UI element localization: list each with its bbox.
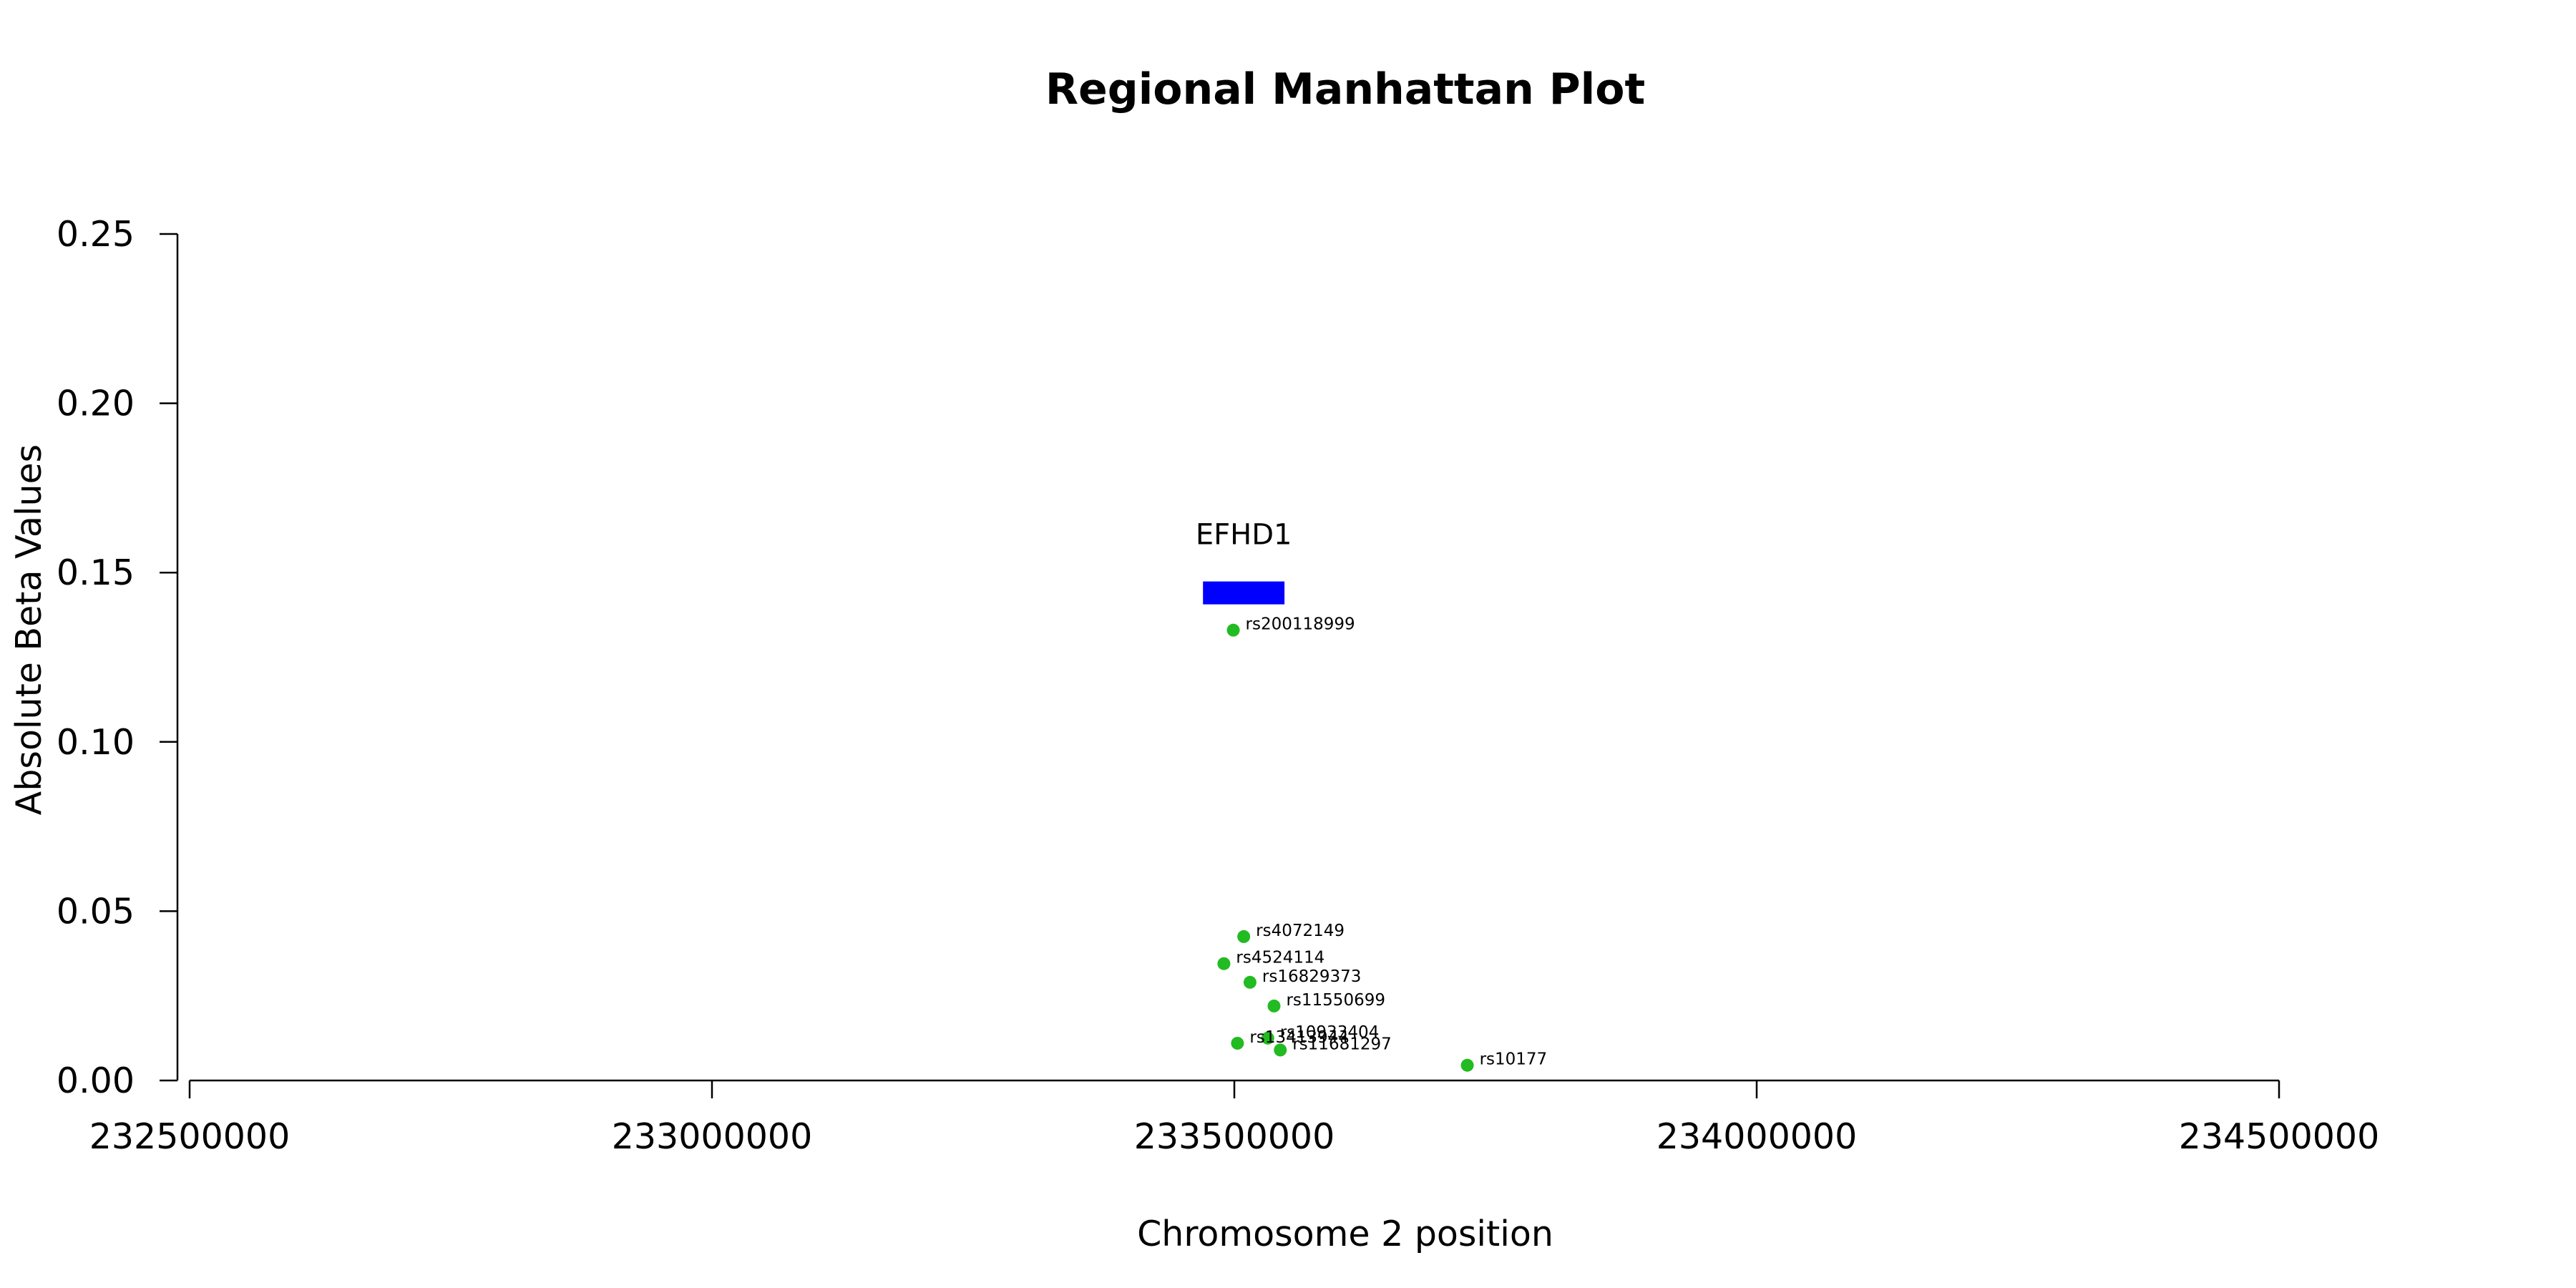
snp-label: rs10933404 (1280, 1023, 1380, 1042)
chart-title: Regional Manhattan Plot (1045, 64, 1645, 114)
snp-point (1231, 1036, 1244, 1050)
snp-label: rs4524114 (1236, 949, 1324, 967)
x-tick-label: 234000000 (1657, 1116, 1858, 1157)
gene-bar (1203, 581, 1285, 605)
snp-point (1226, 623, 1240, 637)
x-tick-label: 233500000 (1134, 1116, 1335, 1157)
snp-label: rs200118999 (1246, 615, 1355, 634)
snp-point (1237, 930, 1251, 943)
snp-point (1261, 1031, 1274, 1045)
y-tick-label: 0.00 (57, 1060, 135, 1101)
snp-label: rs11550699 (1286, 991, 1385, 1010)
snp-label: rs10177 (1480, 1050, 1548, 1069)
x-tick-label: 233000000 (612, 1116, 813, 1157)
snp-point (1217, 957, 1231, 970)
axes: 232500000 233000000 233500000 234000000 2345… (57, 214, 2379, 1157)
x-axis-label: Chromosome 2 position (1137, 1214, 1553, 1254)
x-tick-label: 234500000 (2179, 1116, 2380, 1157)
y-tick-label: 0.05 (57, 891, 135, 932)
y-tick-label: 0.10 (57, 722, 135, 763)
snp-point (1267, 999, 1281, 1013)
snp-label: rs4072149 (1256, 922, 1345, 940)
snp-point (1274, 1043, 1287, 1057)
snp-label: rs13413944 (1249, 1028, 1349, 1047)
y-tick-label: 0.25 (57, 214, 135, 255)
snp-label: rs11681297 (1292, 1035, 1392, 1053)
y-tick-label: 0.20 (57, 384, 135, 424)
snp-point (1243, 975, 1257, 989)
snp-label: rs16829373 (1262, 967, 1362, 986)
gene-label: EFHD1 (1196, 519, 1292, 552)
y-axis-label: Absolute Beta Values (9, 444, 49, 815)
gene-track: EFHD1 (1196, 519, 1292, 605)
y-tick-label: 0.15 (57, 552, 135, 593)
x-tick-label: 232500000 (89, 1116, 291, 1157)
snp-point (1460, 1058, 1474, 1072)
